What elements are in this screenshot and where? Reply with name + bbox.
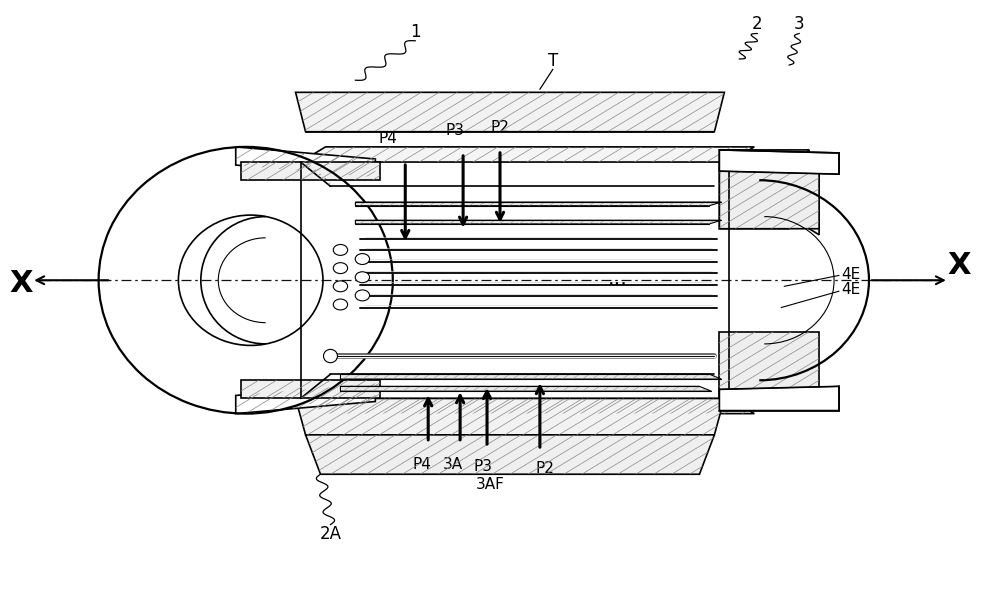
Polygon shape — [719, 162, 819, 229]
Polygon shape — [719, 150, 809, 162]
Ellipse shape — [355, 253, 370, 264]
Polygon shape — [236, 383, 375, 414]
Text: ···: ··· — [608, 275, 628, 295]
Text: P3: P3 — [474, 459, 493, 474]
Ellipse shape — [333, 244, 348, 255]
Text: 4E: 4E — [841, 282, 860, 297]
Polygon shape — [241, 380, 380, 398]
Text: 3A: 3A — [443, 457, 463, 472]
Ellipse shape — [355, 272, 370, 283]
Text: 3: 3 — [794, 15, 804, 33]
Text: X: X — [947, 250, 970, 280]
Polygon shape — [719, 150, 819, 235]
Text: 1: 1 — [410, 23, 421, 41]
Text: 3AF: 3AF — [476, 477, 504, 492]
Text: P4: P4 — [379, 131, 398, 146]
Text: 4E: 4E — [841, 267, 860, 282]
Text: P4: P4 — [413, 457, 432, 472]
Ellipse shape — [333, 281, 348, 292]
Text: P3: P3 — [446, 123, 465, 138]
Text: P2: P2 — [535, 461, 554, 476]
Polygon shape — [306, 435, 714, 474]
Polygon shape — [719, 150, 839, 174]
Polygon shape — [241, 162, 380, 180]
Polygon shape — [301, 147, 754, 162]
Polygon shape — [301, 398, 754, 414]
Text: 2A: 2A — [319, 524, 341, 543]
Text: T: T — [548, 52, 558, 70]
Polygon shape — [719, 332, 819, 398]
Polygon shape — [355, 220, 721, 224]
Text: P2: P2 — [491, 120, 509, 135]
Polygon shape — [340, 374, 721, 379]
Ellipse shape — [323, 350, 337, 363]
Text: 2: 2 — [752, 15, 763, 33]
Polygon shape — [296, 398, 724, 435]
Polygon shape — [296, 93, 724, 132]
Polygon shape — [340, 386, 711, 391]
Ellipse shape — [355, 290, 370, 301]
Text: X: X — [10, 269, 33, 298]
Ellipse shape — [333, 299, 348, 310]
Polygon shape — [719, 386, 839, 410]
Polygon shape — [355, 202, 721, 206]
Ellipse shape — [333, 262, 348, 273]
Polygon shape — [236, 147, 375, 177]
